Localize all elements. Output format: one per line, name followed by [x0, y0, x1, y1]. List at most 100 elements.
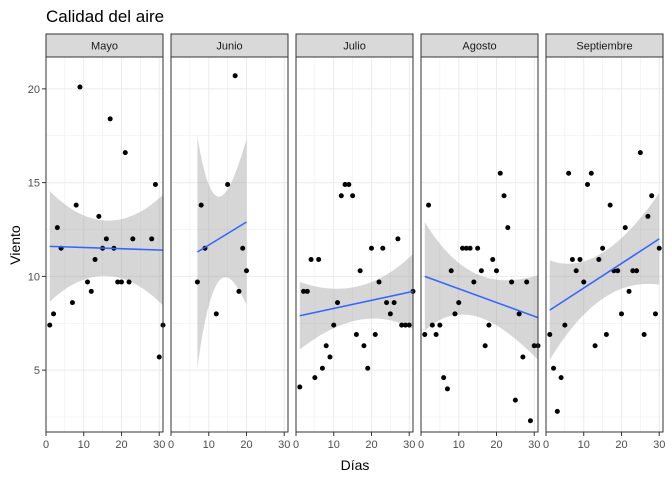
- regression-line: [549, 238, 660, 311]
- data-point: [486, 322, 492, 328]
- y-tick-label: 20: [28, 84, 40, 96]
- data-point: [554, 408, 560, 414]
- data-point: [615, 268, 621, 274]
- data-point: [622, 225, 628, 231]
- data-point: [350, 193, 356, 199]
- data-point: [297, 384, 303, 390]
- x-tick-label: 30: [153, 439, 165, 451]
- x-tick-label: 10: [203, 439, 215, 451]
- data-point: [652, 311, 658, 317]
- panel-background: [421, 57, 538, 432]
- x-tick-label: 30: [653, 439, 665, 451]
- data-point: [630, 268, 636, 274]
- data-point: [194, 279, 200, 285]
- data-point: [429, 322, 435, 328]
- data-point: [376, 279, 382, 285]
- data-point: [365, 365, 371, 371]
- data-point: [637, 150, 643, 156]
- data-point: [331, 322, 337, 328]
- facet-strip: [45, 33, 164, 58]
- data-point: [607, 202, 613, 208]
- panel-background: [46, 57, 163, 432]
- data-point: [581, 279, 587, 285]
- facet-strip: [420, 33, 539, 58]
- data-point: [456, 300, 462, 306]
- facet-strip: [295, 33, 414, 58]
- data-point: [51, 311, 57, 317]
- data-point: [243, 268, 249, 274]
- data-point: [649, 193, 655, 199]
- facet-strip-label: Septiembre: [576, 41, 632, 53]
- data-point: [569, 257, 575, 262]
- data-point: [213, 311, 219, 317]
- x-tick-label: 10: [78, 439, 90, 451]
- data-point: [395, 236, 401, 242]
- data-point: [357, 268, 363, 274]
- x-tick-label: 20: [490, 439, 502, 451]
- x-tick-label: 20: [365, 439, 377, 451]
- data-point: [353, 332, 359, 337]
- data-point: [149, 236, 155, 242]
- data-point: [122, 150, 128, 156]
- data-point: [406, 322, 412, 328]
- data-point: [573, 268, 579, 274]
- data-point: [520, 354, 526, 360]
- data-point: [441, 375, 447, 381]
- data-point: [342, 182, 348, 187]
- regression-line: [197, 221, 247, 253]
- data-point: [232, 73, 238, 79]
- x-tick-label: 10: [453, 439, 465, 451]
- data-point: [225, 182, 231, 187]
- y-tick-label: 5: [34, 365, 40, 377]
- data-point: [566, 170, 572, 176]
- data-point: [585, 182, 591, 187]
- data-point: [198, 202, 204, 208]
- data-point: [96, 213, 102, 219]
- data-point: [505, 225, 511, 231]
- confidence-ribbon: [549, 192, 660, 360]
- data-point: [118, 279, 124, 285]
- data-point: [130, 236, 136, 242]
- data-point: [115, 279, 121, 285]
- data-point: [444, 386, 450, 392]
- confidence-ribbon: [197, 136, 247, 368]
- data-point: [54, 225, 60, 231]
- data-point: [437, 322, 443, 328]
- facet-panel-septiembre: Septiembre 0 10 20 30: [543, 33, 665, 451]
- data-point: [107, 116, 113, 122]
- x-tick-label: 0: [43, 439, 49, 451]
- data-point: [600, 245, 606, 251]
- facet-strip: [170, 33, 289, 58]
- data-point: [577, 257, 583, 262]
- data-point: [47, 322, 53, 328]
- data-point: [509, 279, 515, 285]
- data-point: [346, 182, 352, 187]
- x-tick-label: 10: [328, 439, 340, 451]
- data-point: [319, 365, 325, 371]
- data-point: [475, 245, 481, 251]
- data-point: [490, 257, 496, 262]
- data-point: [645, 213, 651, 219]
- data-point: [77, 84, 83, 90]
- data-point: [493, 268, 499, 274]
- data-point: [501, 193, 507, 199]
- data-point: [368, 245, 374, 251]
- data-point: [387, 311, 393, 317]
- data-point: [463, 245, 469, 251]
- facet-panel-julio: Julio 0 10 20 30: [293, 33, 416, 451]
- data-point: [301, 288, 307, 294]
- data-point: [304, 288, 310, 294]
- x-axis-title: Días: [341, 457, 370, 473]
- data-point: [592, 343, 598, 349]
- data-point: [422, 332, 428, 337]
- data-point: [103, 236, 109, 242]
- facet-panel-agosto: Agosto 0 10 20 30: [418, 33, 541, 451]
- data-point: [126, 279, 132, 285]
- x-tick-label: 20: [240, 439, 252, 451]
- x-tick-label: 30: [278, 439, 290, 451]
- x-tick-label: 0: [543, 439, 549, 451]
- data-point: [236, 288, 242, 294]
- data-point: [327, 354, 333, 360]
- confidence-ribbon: [299, 253, 413, 350]
